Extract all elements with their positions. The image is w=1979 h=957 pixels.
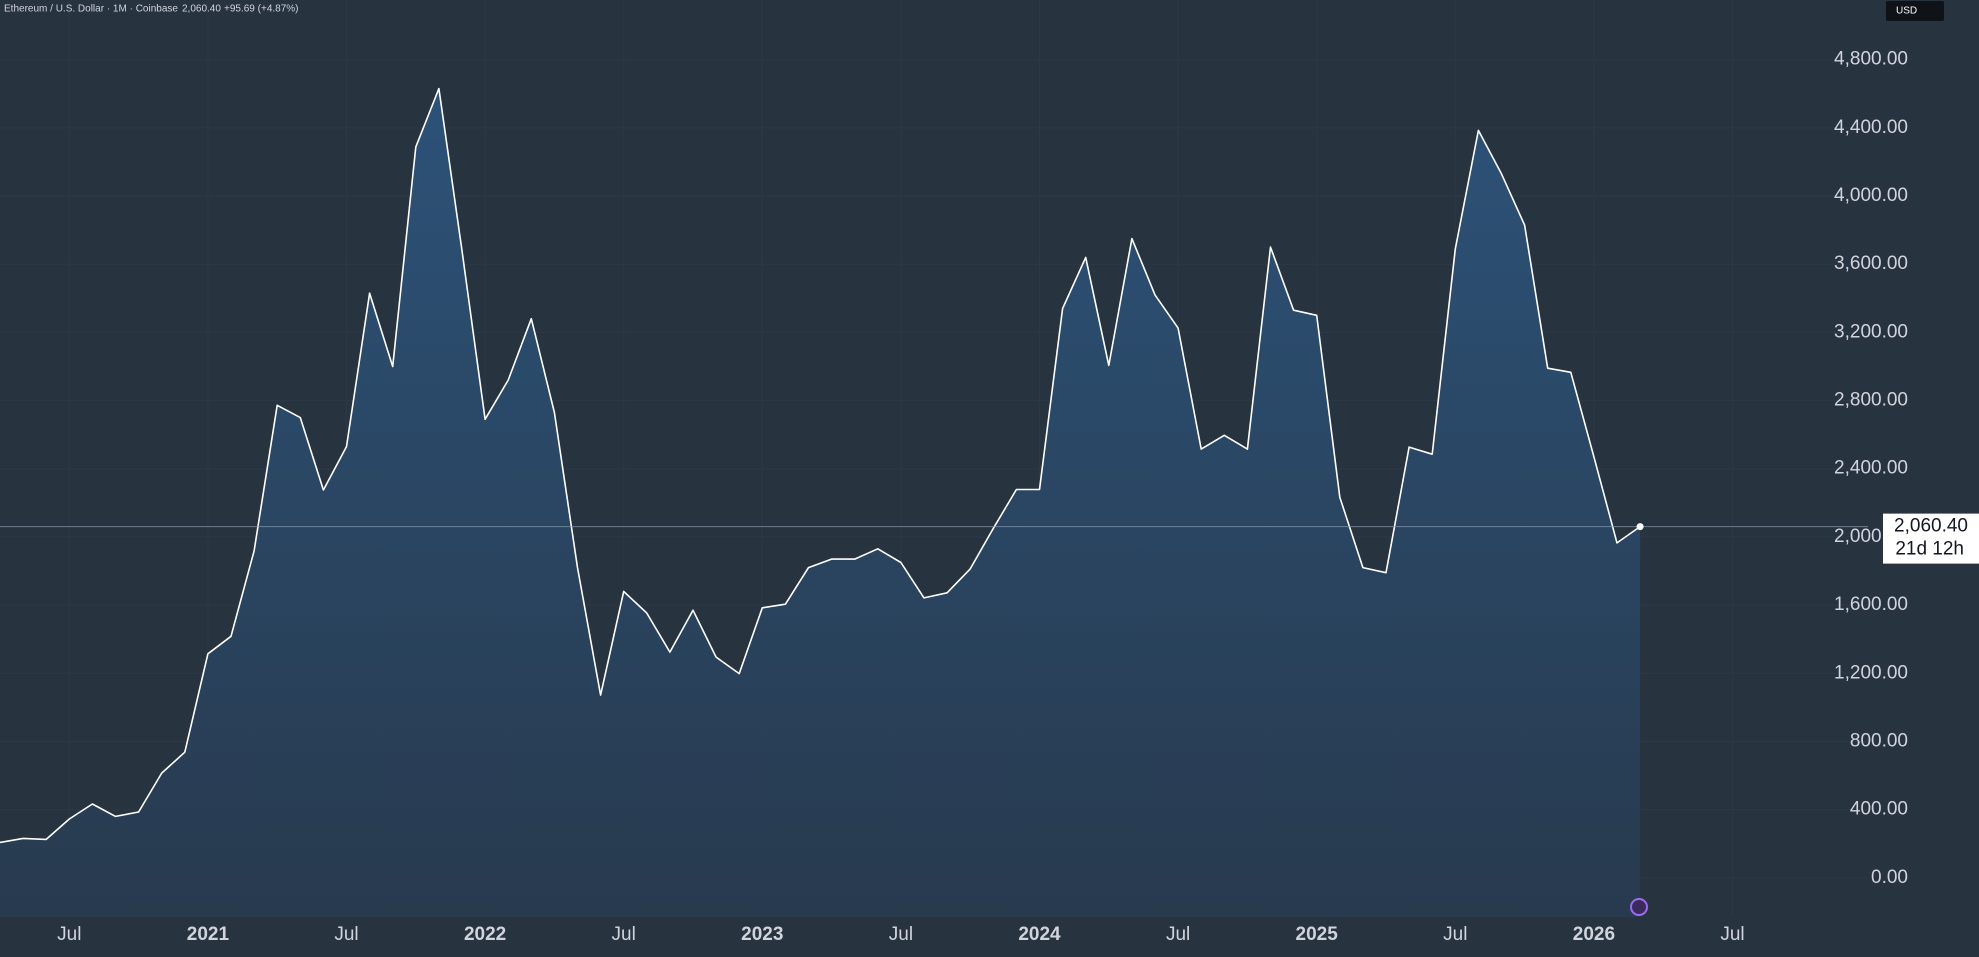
x-tick-label: 2025 xyxy=(1296,924,1339,945)
x-tick-label: 2024 xyxy=(1018,924,1061,945)
area-fill xyxy=(0,88,1641,918)
event-icon[interactable] xyxy=(1630,898,1648,916)
y-tick-label: 4,800.00 xyxy=(1834,49,1908,70)
y-tick-label: 400.00 xyxy=(1850,799,1908,820)
x-tick-label: 2022 xyxy=(464,924,506,945)
y-tick-label: 0.00 xyxy=(1871,867,1908,888)
y-tick-label: 4,400.00 xyxy=(1834,117,1908,138)
header-change: +95.69 (+4.87%) xyxy=(224,4,299,15)
x-tick-label: Jul xyxy=(334,924,358,945)
currency-label[interactable]: USD xyxy=(1896,6,1917,17)
x-tick-label: Jul xyxy=(612,924,636,945)
x-tick-label: 2023 xyxy=(741,924,783,945)
x-tick-label: 2021 xyxy=(187,924,230,945)
y-tick-label: 2,800.00 xyxy=(1834,390,1908,411)
price-box xyxy=(1883,513,1979,564)
header-price: 2,060.40 xyxy=(182,4,221,15)
countdown-label: 21d 12h xyxy=(1895,539,1964,560)
x-tick-label: Jul xyxy=(1443,924,1467,945)
last-point xyxy=(1636,523,1644,531)
plot xyxy=(0,87,1868,918)
x-tick-label: Jul xyxy=(57,924,81,945)
y-tick-label: 2,400.00 xyxy=(1834,458,1908,479)
price-line xyxy=(0,87,1641,844)
y-tick-label: 3,200.00 xyxy=(1834,321,1908,342)
currency-box[interactable] xyxy=(1886,1,1944,21)
x-tick-label: 2026 xyxy=(1573,924,1615,945)
x-tick-label: Jul xyxy=(889,924,913,945)
price-box-label: 2,060.40 xyxy=(1894,516,1968,537)
x-tick-label: Jul xyxy=(1166,924,1190,945)
y-tick-label: 1,200.00 xyxy=(1834,662,1908,683)
x-tick-label: Jul xyxy=(1720,924,1744,945)
y-tick-label: 3,600.00 xyxy=(1834,253,1908,274)
y-tick-label: 4,000.00 xyxy=(1834,185,1908,206)
y-tick-label: 800.00 xyxy=(1850,730,1908,751)
y-tick-label: 1,600.00 xyxy=(1834,594,1908,615)
symbol-title: Ethereum / U.S. Dollar · 1M · Coinbase xyxy=(4,4,178,15)
